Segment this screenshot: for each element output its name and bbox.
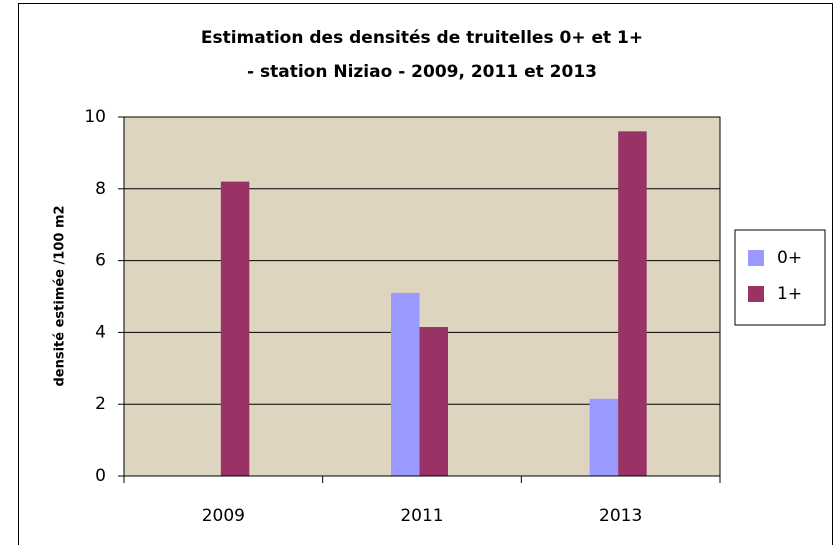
- legend-swatch: [748, 286, 764, 302]
- bar: [220, 181, 250, 476]
- y-tick-label: 0: [95, 466, 106, 486]
- x-tick-label: 2009: [202, 506, 245, 526]
- legend-box: [734, 229, 826, 326]
- chart-title: Estimation des densités de truitelles 0+…: [201, 28, 643, 48]
- x-tick-label: 2011: [400, 506, 443, 526]
- bar: [589, 398, 619, 476]
- bar: [391, 292, 420, 476]
- bar: [419, 327, 448, 476]
- y-tick-label: 6: [95, 251, 106, 271]
- legend-label: 0+: [777, 248, 802, 268]
- plot-border: [123, 116, 721, 477]
- legend-label: 1+: [777, 284, 802, 304]
- y-tick-label: 4: [95, 322, 106, 342]
- y-tick-label: 10: [84, 107, 106, 127]
- y-tick-label: 8: [95, 179, 106, 199]
- y-axis-label: densité estimée /100 m2: [53, 205, 68, 386]
- bar: [618, 131, 647, 477]
- legend-swatch: [748, 250, 764, 266]
- chart-title: - station Niziao - 2009, 2011 et 2013: [247, 62, 597, 82]
- y-tick-label: 2: [95, 394, 106, 414]
- x-tick-label: 2013: [599, 506, 642, 526]
